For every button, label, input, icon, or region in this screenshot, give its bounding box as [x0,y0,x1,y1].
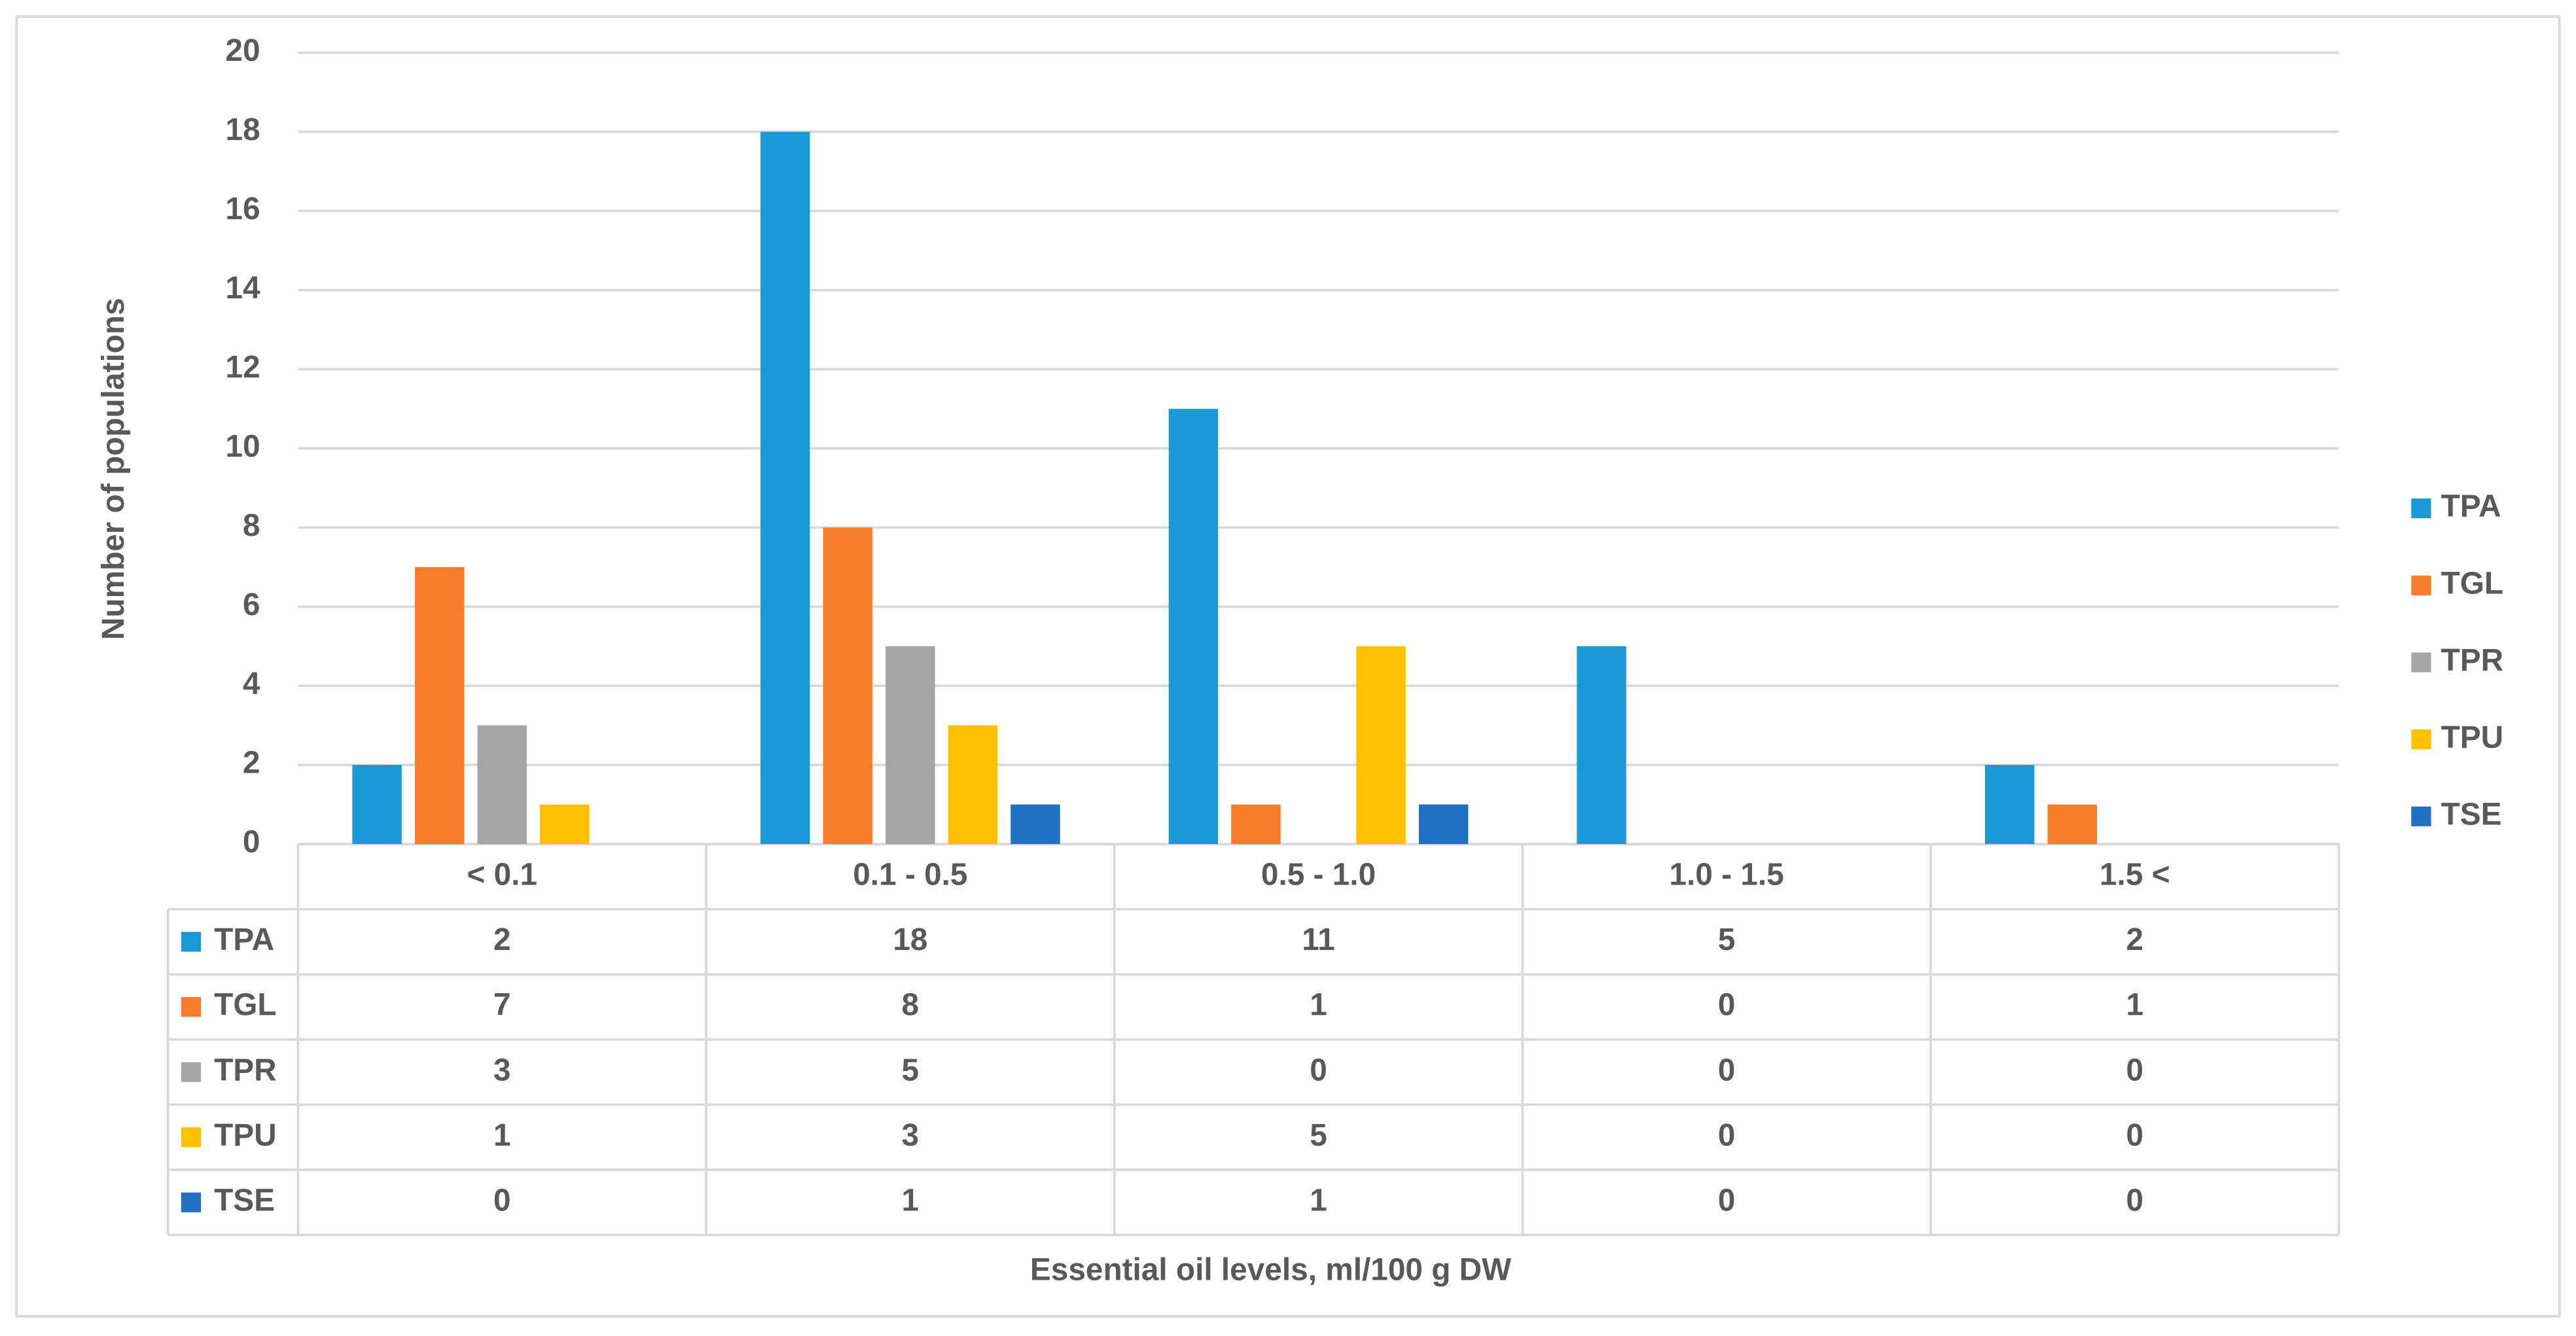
table-value: 3 [902,1118,920,1153]
table-value: 8 [902,988,920,1023]
legend-label: TSE [2441,797,2502,832]
bar [760,132,810,845]
table-value: 0 [1718,1183,1736,1218]
bar [352,765,402,845]
legend-label: TGL [2441,566,2504,601]
table-series-name: TGL [214,988,277,1023]
table-value: 2 [493,923,511,957]
table-value: 0 [493,1183,511,1218]
table-value: 18 [893,923,927,957]
table-value: 0 [2126,1183,2144,1218]
table-series-name: TPA [214,923,274,957]
x-tick-label: 1.5 < [2100,857,2170,892]
bar [885,646,935,845]
bar [948,725,998,845]
legend-label: TPR [2441,643,2504,678]
bar [1577,646,1626,845]
legend-label: TPA [2441,489,2501,524]
y-tick-label: 0 [243,825,260,860]
x-tick-label: < 0.1 [467,857,537,892]
table-value: 0 [2126,1118,2144,1153]
bar [540,804,590,845]
table-key [181,996,201,1017]
table-value: 0 [1718,1118,1736,1153]
table-value: 7 [493,988,511,1023]
bar [1356,646,1406,845]
bar [2047,804,2098,845]
table-value: 11 [1302,923,1335,957]
bar [477,725,527,845]
legend-key [2411,498,2431,519]
table-value: 1 [902,1183,920,1218]
table-value: 1 [493,1118,511,1153]
y-tick-label: 16 [225,192,260,226]
bar [1418,804,1469,845]
y-tick-label: 12 [225,350,260,385]
legend-key [2411,806,2431,826]
x-tick-label: 1.0 - 1.5 [1670,857,1784,892]
y-tick-label: 8 [243,508,260,543]
table-key [181,932,201,952]
bar [1168,408,1219,845]
table-series-name: TPR [214,1053,277,1087]
y-tick-label: 18 [225,113,260,147]
table-key [181,1192,201,1212]
y-tick-label: 6 [243,588,260,622]
table-series-name: TPU [214,1118,277,1153]
legend-label: TPU [2441,720,2504,755]
x-axis-label: Essential oil levels, ml/100 g DW [1030,1253,1512,1288]
legend-key [2411,730,2431,750]
table-value: 1 [2126,988,2144,1023]
table-value: 0 [1718,1053,1736,1087]
table-value: 1 [1310,1183,1327,1218]
bar [1011,804,1060,845]
y-tick-label: 2 [243,746,260,781]
bar [823,527,873,845]
table-value: 0 [1310,1053,1327,1087]
table-value: 1 [1310,988,1327,1023]
table-value: 5 [1718,923,1736,957]
table-value: 2 [2126,923,2144,957]
table-value: 3 [493,1053,511,1087]
legend-key [2411,652,2431,673]
table-value: 5 [1310,1118,1327,1153]
y-axis-label: Number of populations [96,298,131,640]
table-value: 5 [902,1053,920,1087]
x-tick-label: 0.5 - 1.0 [1261,857,1376,892]
y-tick-label: 10 [225,429,260,464]
x-tick-label: 0.1 - 0.5 [853,857,967,892]
table-value: 0 [1718,988,1736,1023]
y-tick-label: 14 [225,271,260,306]
table-key [181,1062,201,1082]
y-tick-label: 4 [243,667,260,701]
y-tick-label: 20 [225,33,260,68]
table-value: 0 [2126,1053,2144,1087]
bar [1231,804,1281,845]
table-key [181,1127,201,1148]
legend-key [2411,575,2431,595]
bar [1985,765,2035,845]
bar [414,567,465,845]
table-series-name: TSE [214,1183,275,1218]
